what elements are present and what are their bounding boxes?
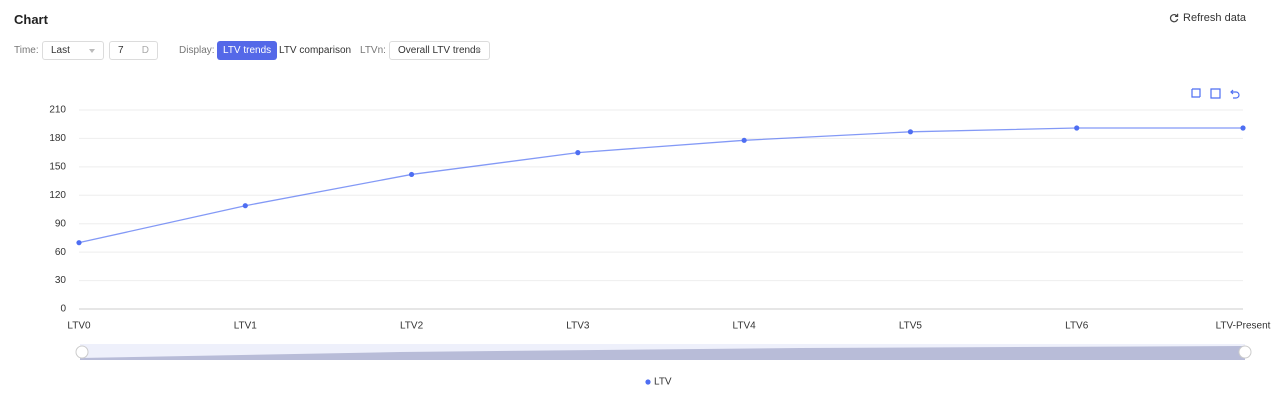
toolbox	[1191, 88, 1240, 99]
ltvn-select[interactable]: Overall LTV trends	[389, 41, 490, 60]
ltvn-value: Overall LTV trends	[398, 45, 481, 56]
x-tick-label: LTV3	[566, 321, 590, 332]
legend-marker	[645, 379, 651, 385]
data-zoom	[75, 344, 1252, 360]
data-point	[741, 137, 747, 143]
time-mode: Last	[51, 45, 70, 56]
zoom-shadow	[80, 346, 1245, 360]
refresh-label: Refresh data	[1183, 12, 1246, 24]
y-tick-label: 30	[55, 275, 67, 286]
y-tick-label: 180	[49, 133, 66, 144]
y-tick-label: 150	[49, 161, 66, 172]
time-mode-select[interactable]: Last	[42, 41, 104, 60]
x-tick-label: LTV2	[400, 321, 424, 332]
zoom-icon[interactable]	[1191, 88, 1201, 98]
x-tick-label: LTV-Present	[1216, 321, 1271, 332]
time-label: Time:	[14, 45, 39, 56]
display-option[interactable]: LTV trends	[217, 41, 278, 60]
data-point	[907, 129, 914, 135]
y-tick-label: 120	[49, 190, 66, 201]
refresh-icon	[1169, 13, 1179, 23]
data-point	[1240, 125, 1246, 131]
data-point	[575, 150, 581, 156]
display-label: Display:	[179, 45, 215, 56]
restore-icon[interactable]	[1230, 89, 1240, 99]
ltvn-label: LTVn:	[360, 45, 386, 56]
data-point	[242, 203, 248, 209]
y-tick-label: 60	[55, 247, 67, 258]
y-tick-label: 90	[55, 218, 67, 229]
legend-label: LTV	[654, 377, 672, 388]
x-tick-label: LTV4	[733, 321, 757, 332]
data-point	[1074, 125, 1080, 131]
series-line	[78, 127, 1243, 244]
page-title: Chart	[14, 12, 48, 27]
data-point	[76, 240, 82, 246]
y-tick-label: 210	[49, 105, 66, 116]
display-option[interactable]: LTV comparison	[279, 45, 352, 56]
refresh-button[interactable]: Refresh data	[1169, 12, 1246, 24]
time-value: 7	[118, 45, 124, 56]
data-point	[408, 171, 415, 178]
x-tick-label: LTV5	[899, 321, 923, 332]
zoom-handle[interactable]	[75, 345, 89, 359]
x-tick-label: LTV6	[1065, 321, 1089, 332]
y-tick-label: 0	[60, 304, 66, 315]
time-unit: D	[141, 45, 149, 56]
x-tick-label: LTV1	[234, 321, 258, 332]
zoom-handle[interactable]	[1238, 345, 1252, 359]
zoom-reset-icon[interactable]	[1210, 88, 1221, 99]
x-tick-label: LTV0	[67, 321, 91, 332]
